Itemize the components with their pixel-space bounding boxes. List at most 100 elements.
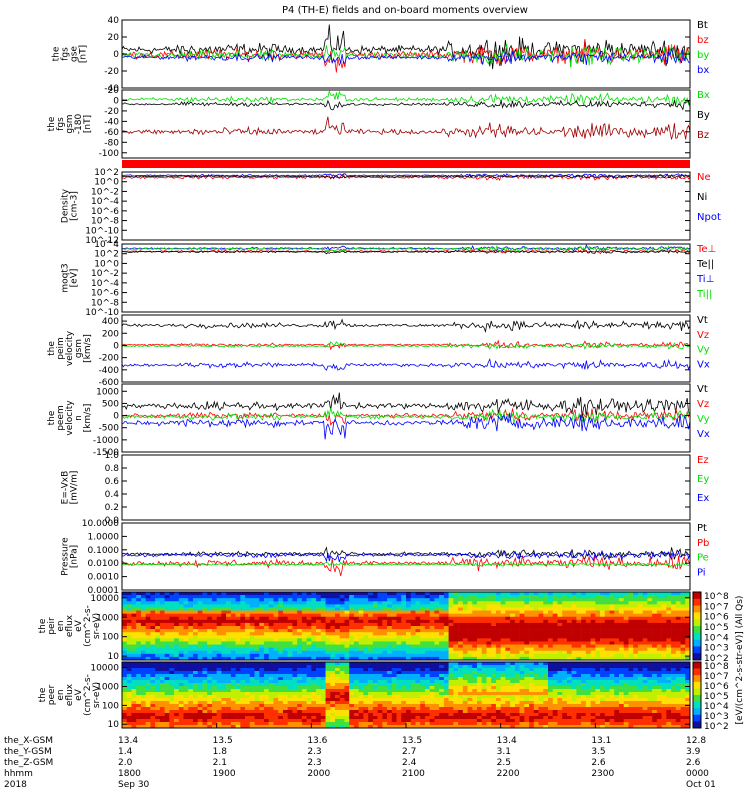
spectrogram-cell [387, 713, 393, 717]
spectrogram-cell [652, 641, 658, 645]
spectrogram-cell [297, 662, 303, 666]
spectrogram-cell [415, 722, 421, 726]
spectrogram-cell [552, 656, 558, 661]
spectrogram-cell [529, 683, 535, 687]
y-axis-label: gsm [65, 114, 75, 133]
spectrogram-cell [245, 683, 251, 687]
spectrogram-cell [377, 683, 383, 687]
spectrogram-cell [491, 592, 497, 596]
spectrogram-cell [566, 683, 572, 687]
spectrogram-cell [159, 689, 165, 693]
spectrogram-cell [543, 719, 549, 723]
spectrogram-cell [410, 595, 416, 599]
spectrogram-cell [316, 592, 322, 596]
spectrogram-cell [429, 701, 435, 705]
spectrogram-cell [188, 671, 194, 675]
spectrogram-cell [183, 613, 189, 618]
y-axis-label: the [38, 618, 48, 633]
spectrogram-cell [581, 644, 587, 648]
spectrogram-cell [249, 689, 255, 693]
spectrogram-cell [462, 656, 468, 661]
spectrogram-cell [552, 604, 558, 608]
spectrogram-cell [481, 632, 487, 636]
spectrogram-cell [406, 713, 412, 717]
spectrogram-cell [510, 665, 516, 669]
spectrogram-cell [666, 622, 672, 627]
spectrogram-cell [145, 638, 151, 642]
spectrogram-cell [126, 710, 132, 714]
spectrogram-cell [377, 613, 383, 618]
spectrogram-cell [585, 653, 591, 658]
spectrogram-cell [145, 595, 151, 599]
spectrogram-cell [529, 710, 535, 714]
spectrogram-cell [491, 619, 497, 624]
spectrogram-cell [297, 650, 303, 655]
spectrogram-cell [439, 635, 445, 639]
spectrogram-cell [420, 707, 426, 711]
spectrogram-cell [656, 626, 662, 630]
spectrogram-cell [396, 598, 402, 602]
spectrogram-cell [188, 598, 194, 602]
spectrogram-cell [420, 719, 426, 723]
spectrogram-cell [197, 695, 203, 699]
spectrogram-cell [136, 719, 142, 723]
spectrogram-cell [661, 644, 667, 648]
spectrogram-cell [552, 662, 558, 666]
spectrogram-cell [406, 716, 412, 720]
spectrogram-cell [306, 716, 312, 720]
spectrogram-cell [226, 707, 232, 711]
spectrogram-cell [656, 619, 662, 624]
spectrogram-cell [226, 665, 232, 669]
spectrogram-cell [557, 629, 563, 633]
spectrogram-cell [472, 601, 478, 605]
spectrogram-cell [429, 622, 435, 627]
spectrogram-cell [193, 689, 199, 693]
spectrogram-cell [207, 680, 213, 684]
spectrogram-cell [297, 704, 303, 708]
spectrogram-cell [264, 592, 270, 596]
spectrogram-cell [500, 707, 506, 711]
spectrogram-cell [467, 677, 473, 681]
spectrogram-cell [159, 595, 165, 599]
spectrogram-cell [358, 713, 364, 717]
spectrogram-cell [183, 604, 189, 608]
spectrogram-cell [145, 632, 151, 636]
spectrogram-cell [671, 635, 677, 639]
spectrogram-cell [197, 632, 203, 636]
spectrogram-cell [533, 707, 539, 711]
spectrogram-cell [406, 601, 412, 605]
spectrogram-cell [477, 610, 483, 614]
spectrogram-cell [458, 647, 464, 652]
spectrogram-cell [140, 704, 146, 708]
spectrogram-cell [193, 707, 199, 711]
spectrogram-cell [415, 641, 421, 645]
spectrogram-cell [481, 626, 487, 630]
spectrogram-cell [458, 656, 464, 661]
spectrogram-cell [420, 716, 426, 720]
spectrogram-cell [401, 650, 407, 655]
spectrogram-cell [122, 722, 128, 726]
spectrogram-cell [268, 607, 274, 611]
spectrogram-cell [301, 710, 307, 714]
spectrogram-cell [467, 647, 473, 652]
spectrogram-cell [292, 616, 298, 621]
spectrogram-cell [637, 641, 643, 645]
spectrogram-cell [235, 635, 241, 639]
spectrogram-cell [434, 719, 440, 723]
spectrogram-cell [514, 644, 520, 648]
spectrogram-cell [164, 716, 170, 720]
spectrogram-cell [619, 595, 625, 599]
spectrogram-cell [462, 722, 468, 726]
spectrogram-cell [453, 598, 459, 602]
spectrogram-cell [292, 677, 298, 681]
spectrogram-cell [240, 692, 246, 696]
spectrogram-cell [122, 598, 128, 602]
spectrogram-cell [391, 641, 397, 645]
spectrogram-cell [543, 707, 549, 711]
spectrogram-cell [202, 680, 208, 684]
spectrogram-cell [486, 635, 492, 639]
spectrogram-cell [680, 604, 686, 608]
spectrogram-cell [330, 613, 336, 618]
spectrogram-cell [443, 722, 449, 726]
